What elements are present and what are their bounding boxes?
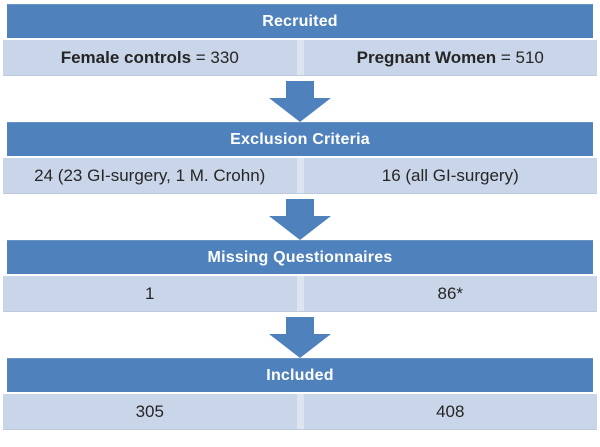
cell-value: 408 (436, 401, 465, 421)
cell-controls-missing: 1 (3, 276, 297, 311)
section-row: Female controls = 330 Pregnant Women = 5… (3, 40, 597, 76)
cell-divider (296, 158, 304, 193)
down-arrow-icon (3, 194, 597, 240)
section-title: Missing Questionnaires (207, 248, 393, 266)
section-title: Exclusion Criteria (230, 130, 370, 148)
cell-value: 305 (135, 401, 164, 421)
cell-female-controls: Female controls = 330 (3, 40, 297, 75)
cell-divider (296, 40, 304, 75)
section-included: Included 305 408 (3, 358, 597, 430)
cell-controls-excluded: 24 (23 GI-surgery, 1 M. Crohn) (3, 158, 297, 193)
cell-controls-included: 305 (3, 394, 297, 429)
cell-value: 1 (145, 283, 155, 303)
cell-divider (296, 276, 304, 311)
section-row: 1 86* (3, 276, 597, 312)
arrow-head (269, 334, 331, 358)
section-exclusion-criteria: Exclusion Criteria 24 (23 GI-surgery, 1 … (3, 122, 597, 194)
section-header: Exclusion Criteria (7, 122, 593, 156)
cell-pregnant-missing: 86* (304, 276, 598, 311)
arrow-stem (286, 317, 314, 334)
section-row: 305 408 (3, 394, 597, 430)
down-arrow-icon (3, 76, 597, 122)
section-recruited: Recruited Female controls = 330 Pregnant… (3, 4, 597, 76)
cell-value: 86* (437, 283, 464, 303)
section-title: Recruited (262, 12, 338, 30)
arrow-head (269, 98, 331, 122)
section-header: Recruited (7, 4, 593, 38)
cell-divider (296, 394, 304, 429)
arrow-stem (286, 199, 314, 216)
cell-value: = 330 (191, 47, 239, 67)
arrow-head (269, 216, 331, 240)
cell-label: Pregnant Women (356, 47, 497, 67)
section-title: Included (266, 366, 334, 384)
cell-value: 16 (all GI-surgery) (381, 165, 519, 185)
down-arrow-icon (3, 312, 597, 358)
section-header: Included (7, 358, 593, 392)
arrow-stem (286, 81, 314, 98)
section-header: Missing Questionnaires (7, 240, 593, 274)
cell-pregnant-excluded: 16 (all GI-surgery) (304, 158, 598, 193)
cell-pregnant-included: 408 (304, 394, 598, 429)
cell-value: = 510 (496, 47, 544, 67)
section-missing-questionnaires: Missing Questionnaires 1 86* (3, 240, 597, 312)
section-row: 24 (23 GI-surgery, 1 M. Crohn) 16 (all G… (3, 158, 597, 194)
cell-pregnant-women: Pregnant Women = 510 (304, 40, 598, 75)
cell-label: Female controls (60, 47, 192, 67)
cell-value: 24 (23 GI-surgery, 1 M. Crohn) (34, 165, 266, 185)
